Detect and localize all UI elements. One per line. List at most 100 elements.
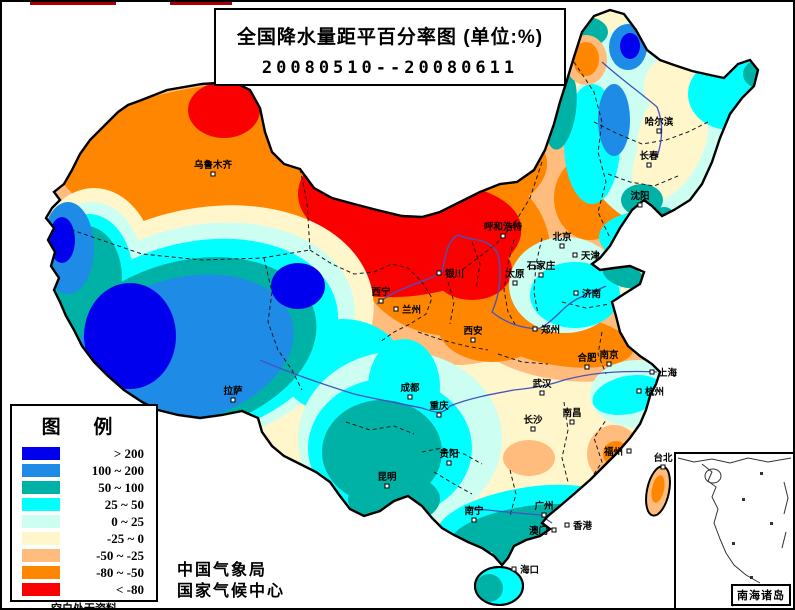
- legend-rows: > 200 100 ~ 200 50 ~ 100 25 ~ 50 0 ~ 25 -25 ~…: [12, 445, 156, 598]
- yangtze-river: [259, 359, 658, 413]
- city-marker: [511, 566, 517, 572]
- city-label: 香港: [572, 520, 593, 532]
- city-label: 沈阳: [630, 190, 649, 202]
- legend-box: 图 例 > 200 100 ~ 200 50 ~ 100 25 ~ 50 0 ~ 25-…: [10, 404, 158, 608]
- legend-swatch: [22, 532, 60, 545]
- city-label: 石家庄: [526, 260, 556, 272]
- city-label: 福州: [603, 446, 623, 458]
- rivers: [259, 61, 663, 524]
- city-label: 杭州: [645, 386, 664, 398]
- city-marker: [436, 270, 442, 276]
- legend-range-label: -80 ~ -50: [96, 564, 144, 580]
- city-marker: [541, 512, 547, 518]
- city-label: 南宁: [464, 505, 484, 517]
- map-title-box: 全国降水量距平百分率图 (单位:%) 20080510--20080611: [214, 8, 566, 86]
- map-title: 全国降水量距平百分率图 (单位:%): [236, 27, 544, 48]
- pearl-river: [469, 507, 553, 524]
- legend-swatch: [22, 447, 60, 460]
- legend-range-label: -50 ~ -25: [96, 547, 144, 563]
- city-marker: [539, 390, 545, 396]
- yellow-river: [376, 234, 607, 330]
- city-label: 济南: [582, 288, 602, 300]
- city-marker: [606, 361, 612, 367]
- china-border-outline: [44, 8, 760, 567]
- legend-row: 50 ~ 100: [12, 479, 156, 496]
- city-marker: [436, 412, 442, 418]
- city-marker: [393, 306, 399, 312]
- map-date-range: 20080510--20080611: [261, 58, 519, 78]
- city-marker: [569, 419, 575, 425]
- hainan-island: [474, 566, 524, 606]
- legend-row: 100 ~ 200: [12, 462, 156, 479]
- legend-row: -80 ~ -50: [12, 564, 156, 581]
- city-marker: [649, 369, 655, 375]
- city-marker: [559, 243, 565, 249]
- city-marker: [564, 522, 570, 528]
- province-boundaries: [71, 61, 709, 517]
- legend-no-data-note: 空白处无资料: [51, 603, 117, 610]
- city-label: 贵阳: [439, 448, 458, 460]
- legend-swatch: [22, 515, 60, 528]
- city-label: 合肥: [577, 352, 597, 364]
- city-marker: [636, 388, 642, 394]
- legend-swatch: [22, 566, 60, 579]
- city-label: 银川: [445, 268, 464, 280]
- city-marker: [500, 233, 506, 239]
- songhua-river: [601, 61, 663, 158]
- city-label: 呼和浩特: [484, 221, 523, 233]
- city-label: 兰州: [402, 304, 421, 316]
- city-label: 乌鲁木齐: [194, 159, 233, 171]
- city-marker: [512, 280, 518, 286]
- city-label: 西安: [463, 325, 483, 337]
- legend-swatch: [22, 583, 60, 596]
- city-label: 南昌: [562, 407, 581, 419]
- legend-row: < -80: [12, 581, 156, 598]
- city-marker: [530, 426, 536, 432]
- legend-range-label: < -80: [116, 581, 144, 597]
- city-label: 澳门: [529, 525, 548, 537]
- legend-range-label: -25 ~ 0: [106, 530, 144, 546]
- taiwan-island: [645, 465, 671, 517]
- legend-row: 0 ~ 25: [12, 513, 156, 530]
- city-label: 郑州: [541, 324, 560, 336]
- city-label: 重庆: [429, 400, 449, 412]
- city-marker: [230, 397, 236, 403]
- city-marker: [378, 298, 384, 304]
- city-marker: [573, 290, 579, 296]
- city-label: 西宁: [371, 286, 391, 298]
- city-label: 哈尔滨: [645, 116, 674, 128]
- city-label: 上海: [658, 367, 678, 379]
- city-marker: [646, 162, 652, 168]
- city-marker: [572, 252, 578, 258]
- south-china-sea-inset: 南海诸岛: [674, 452, 793, 608]
- legend-swatch: [22, 481, 60, 494]
- city-marker: [446, 460, 452, 466]
- legend-swatch: [22, 498, 60, 511]
- legend-swatch: [22, 549, 60, 562]
- city-marker: [210, 171, 216, 177]
- city-label: 海口: [520, 564, 539, 576]
- city-marker: [551, 527, 557, 533]
- city-marker: [584, 364, 590, 370]
- credits: 中国气象局 国家气候中心: [177, 560, 285, 602]
- city-marker: [656, 128, 662, 134]
- legend-range-label: 100 ~ 200: [91, 462, 144, 478]
- credit-center: 国家气候中心: [177, 583, 286, 600]
- legend-row: -25 ~ 0: [12, 530, 156, 547]
- city-marker: [384, 483, 390, 489]
- city-label: 北京: [552, 231, 572, 243]
- city-marker: [538, 272, 544, 278]
- city-label: 成都: [400, 382, 420, 394]
- city-label: 拉萨: [223, 385, 243, 397]
- legend-range-label: 25 ~ 50: [104, 496, 144, 512]
- city-label: 昆明: [377, 472, 397, 483]
- city-label: 太原: [505, 268, 525, 280]
- legend-title: 图 例: [41, 417, 127, 438]
- credit-agency: 中国气象局: [177, 562, 268, 579]
- legend-row: 25 ~ 50: [12, 496, 156, 513]
- city-marker: [532, 326, 538, 332]
- city-label: 武汉: [532, 378, 552, 390]
- legend-range-label: 0 ~ 25: [111, 513, 144, 529]
